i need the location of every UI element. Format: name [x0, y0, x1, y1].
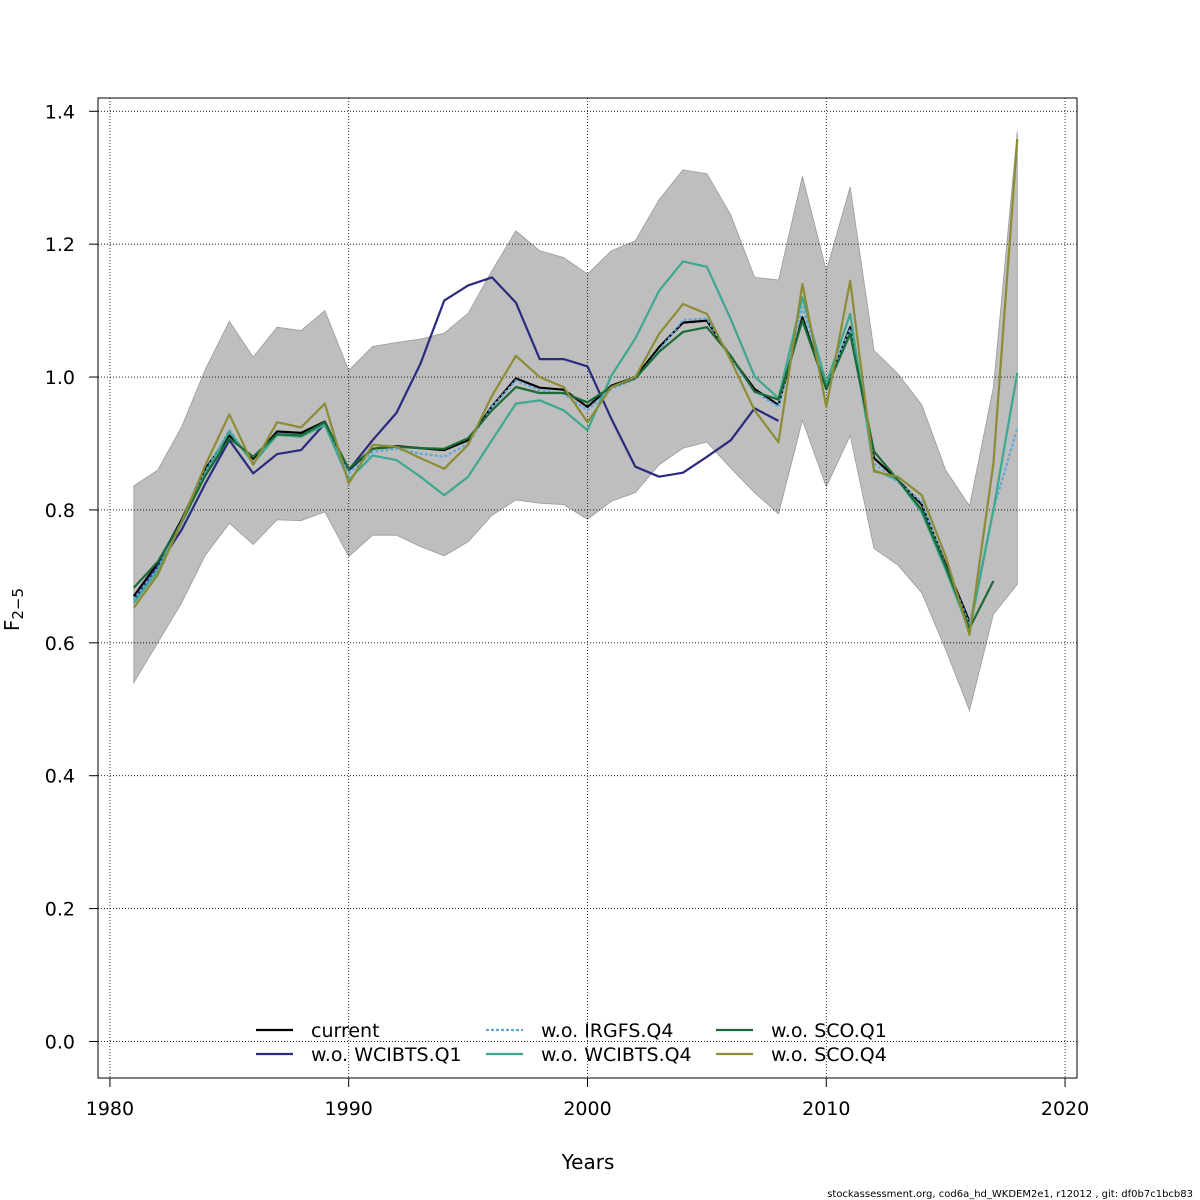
- y-axis-title-main: F: [0, 620, 24, 632]
- y-axis-title: F2−5: [0, 588, 27, 631]
- series-layer: [132, 139, 1019, 636]
- y-tick-label: 1.4: [45, 101, 75, 123]
- x-axis-title: Years: [561, 1150, 615, 1174]
- legend-label: w.o. SCO.Q4: [771, 1044, 887, 1066]
- x-tick-label: 2020: [1041, 1098, 1089, 1120]
- y-tick-label: 0.0: [45, 1031, 75, 1053]
- y-tick-label: 0.8: [45, 500, 75, 522]
- x-tick-label: 1990: [325, 1098, 373, 1120]
- legend-label: w.o. IRGFS.Q4: [541, 1020, 673, 1042]
- y-axis-title-subscript: 2−5: [9, 588, 27, 620]
- axis-layer: 1980 1990 2000 2010 2020 0.0 0.2 0.4 0.6 0.8 1.0 1.…: [45, 101, 1089, 1120]
- y-tick-label: 0.2: [45, 899, 75, 921]
- series-line-w-o-sco-q1: [132, 319, 995, 630]
- footer-text: stockassessment.org, cod6a_hd_WKDEM2e1, …: [827, 1189, 1193, 1200]
- grid-layer: [98, 98, 1077, 1078]
- legend-label: w.o. WCIBTS.Q4: [541, 1044, 692, 1066]
- y-tick-label: 0.6: [45, 633, 75, 655]
- y-tick-label: 1.0: [45, 367, 75, 389]
- svg-text:F2−5: F2−5: [0, 588, 27, 631]
- x-tick-label: 2010: [802, 1098, 850, 1120]
- series-line-w-o-wcibts-q1: [132, 276, 780, 601]
- y-tick-label: 0.4: [45, 766, 75, 788]
- y-tick-label: 1.2: [45, 234, 75, 256]
- legend-label: w.o. WCIBTS.Q1: [311, 1044, 462, 1066]
- legend-label: current: [311, 1020, 380, 1042]
- series-line-w-o-sco-q4: [132, 139, 1019, 636]
- x-tick-label: 1980: [86, 1098, 134, 1120]
- x-tick-label: 2000: [563, 1098, 611, 1120]
- legend-label: w.o. SCO.Q1: [771, 1020, 887, 1042]
